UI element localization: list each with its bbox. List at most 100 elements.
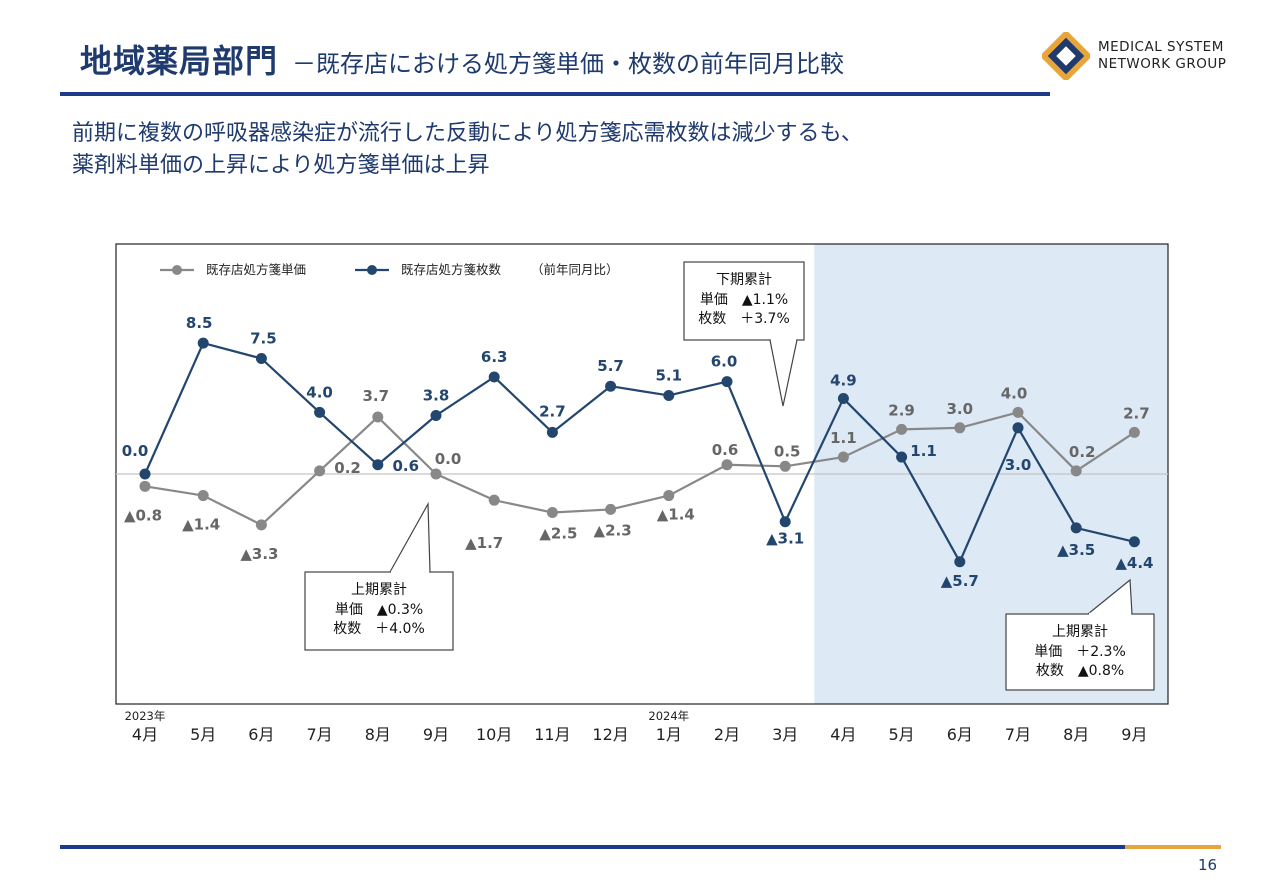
legend-count-label: 既存店処方箋枚数 [401, 262, 502, 277]
count-point [1070, 522, 1082, 534]
callout-title: 上期累計 [1052, 624, 1108, 640]
footer-rule [60, 845, 1125, 849]
x-tick-label: 1月 [656, 725, 682, 744]
callout-line: 単価 ＋2.3% [1034, 644, 1126, 660]
x-tick-label: 11月 [534, 725, 570, 744]
price-point [605, 503, 617, 515]
price-data-label: ▲2.5 [539, 525, 577, 543]
logo-mark-icon [1039, 29, 1093, 83]
x-tick-label: 9月 [1121, 725, 1147, 744]
price-data-label: 0.0 [435, 450, 462, 468]
count-data-label: 4.0 [306, 383, 333, 401]
count-data-label: 6.0 [711, 353, 738, 371]
company-logo: MEDICAL SYSTEM NETWORK GROUP [1039, 29, 1242, 83]
price-data-label: ▲1.4 [657, 506, 695, 524]
callout-line: 単価 ▲0.3% [335, 602, 423, 618]
callout-pointer [769, 339, 798, 407]
page-title: 地域薬局部門 [80, 42, 279, 80]
price-data-label: 2.7 [1123, 404, 1150, 422]
legend: 既存店処方箋単価 既存店処方箋枚数 （前年同月比） [160, 262, 619, 277]
price-point [197, 490, 209, 502]
price-data-label: ▲0.8 [124, 506, 162, 524]
count-point [255, 353, 267, 364]
price-point [1012, 406, 1024, 418]
x-tick-label: 7月 [307, 725, 333, 744]
footer-accent [1125, 845, 1221, 849]
headline-line1: 前期に複数の呼吸器感染症が流行した反動により処方箋応需枚数は減少するも、 [72, 121, 863, 146]
price-point [837, 451, 849, 463]
count-data-label: 0.6 [393, 457, 420, 475]
count-point [721, 376, 733, 388]
price-point [488, 494, 500, 506]
price-point [721, 459, 733, 471]
price-point [314, 465, 326, 477]
count-data-label: 1.1 [910, 442, 937, 460]
price-data-label: 3.7 [363, 387, 390, 405]
count-point [430, 409, 442, 421]
x-tick-label: 7月 [1005, 725, 1031, 744]
count-data-label: 3.0 [1005, 456, 1032, 474]
logo-text: MEDICAL SYSTEM NETWORK GROUP [1098, 39, 1226, 73]
legend-count-marker [367, 265, 377, 275]
price-point [430, 468, 442, 480]
price-point [896, 423, 908, 435]
count-data-label: 2.7 [539, 402, 566, 420]
x-tick-label: 4月 [830, 725, 856, 744]
price-point [139, 480, 151, 492]
logo-line2: NETWORK GROUP [1098, 56, 1227, 72]
count-point [372, 459, 384, 471]
x-tick-label: 8月 [1063, 725, 1089, 744]
x-tick-label: 2月 [714, 725, 740, 744]
price-point [372, 411, 384, 423]
price-point [255, 519, 267, 531]
count-data-label: 0.0 [122, 442, 149, 460]
x-tick-label: 12月 [592, 725, 628, 744]
price-data-label: 1.1 [830, 429, 857, 447]
count-point [197, 337, 209, 349]
price-data-label: ▲1.4 [182, 516, 220, 534]
price-point [779, 460, 791, 472]
count-data-label: 3.8 [423, 386, 450, 404]
price-data-label: 0.2 [334, 459, 361, 477]
count-data-label: ▲3.5 [1057, 541, 1095, 559]
callout-title: 上期累計 [351, 582, 407, 598]
x-tick-label: 6月 [248, 725, 274, 744]
count-data-label: 5.7 [597, 357, 624, 375]
price-data-label: ▲2.3 [594, 521, 632, 539]
callout-frame [304, 571, 454, 651]
x-tick-label: 5月 [889, 725, 915, 744]
callout-frame [1005, 613, 1155, 691]
count-data-label: ▲4.4 [1115, 554, 1153, 572]
count-line [143, 342, 1135, 563]
x-tick-label: 10月 [476, 725, 512, 744]
title-underline [60, 92, 1050, 96]
count-point [663, 389, 675, 401]
count-point [954, 556, 966, 568]
count-point [605, 380, 617, 392]
page-title-group: 地域薬局部門 －既存店における処方箋単価・枚数の前年同月比較 [80, 36, 844, 80]
price-point [546, 507, 558, 518]
x-tick-label: 5月 [190, 725, 216, 744]
callout-pointer [1087, 578, 1133, 615]
count-point [139, 468, 151, 480]
count-data-label: 7.5 [250, 330, 277, 348]
price-data-label: ▲1.7 [465, 534, 503, 552]
price-point [1070, 465, 1082, 477]
count-data-label: 6.3 [481, 348, 508, 366]
price-data-label: 0.5 [774, 442, 801, 460]
price-point [954, 422, 966, 434]
callout-pointer [389, 501, 431, 573]
x-tick-label: 4月 [132, 725, 158, 744]
price-point [663, 490, 675, 502]
x-tick-label: 6月 [947, 725, 973, 744]
legend-price-marker [172, 265, 182, 275]
count-point [546, 426, 558, 438]
count-point [779, 516, 791, 528]
count-point [896, 451, 908, 463]
legend-price-label: 既存店処方箋単価 [206, 262, 306, 277]
price-data-label: 2.9 [888, 401, 915, 419]
callout-frame [683, 261, 805, 341]
